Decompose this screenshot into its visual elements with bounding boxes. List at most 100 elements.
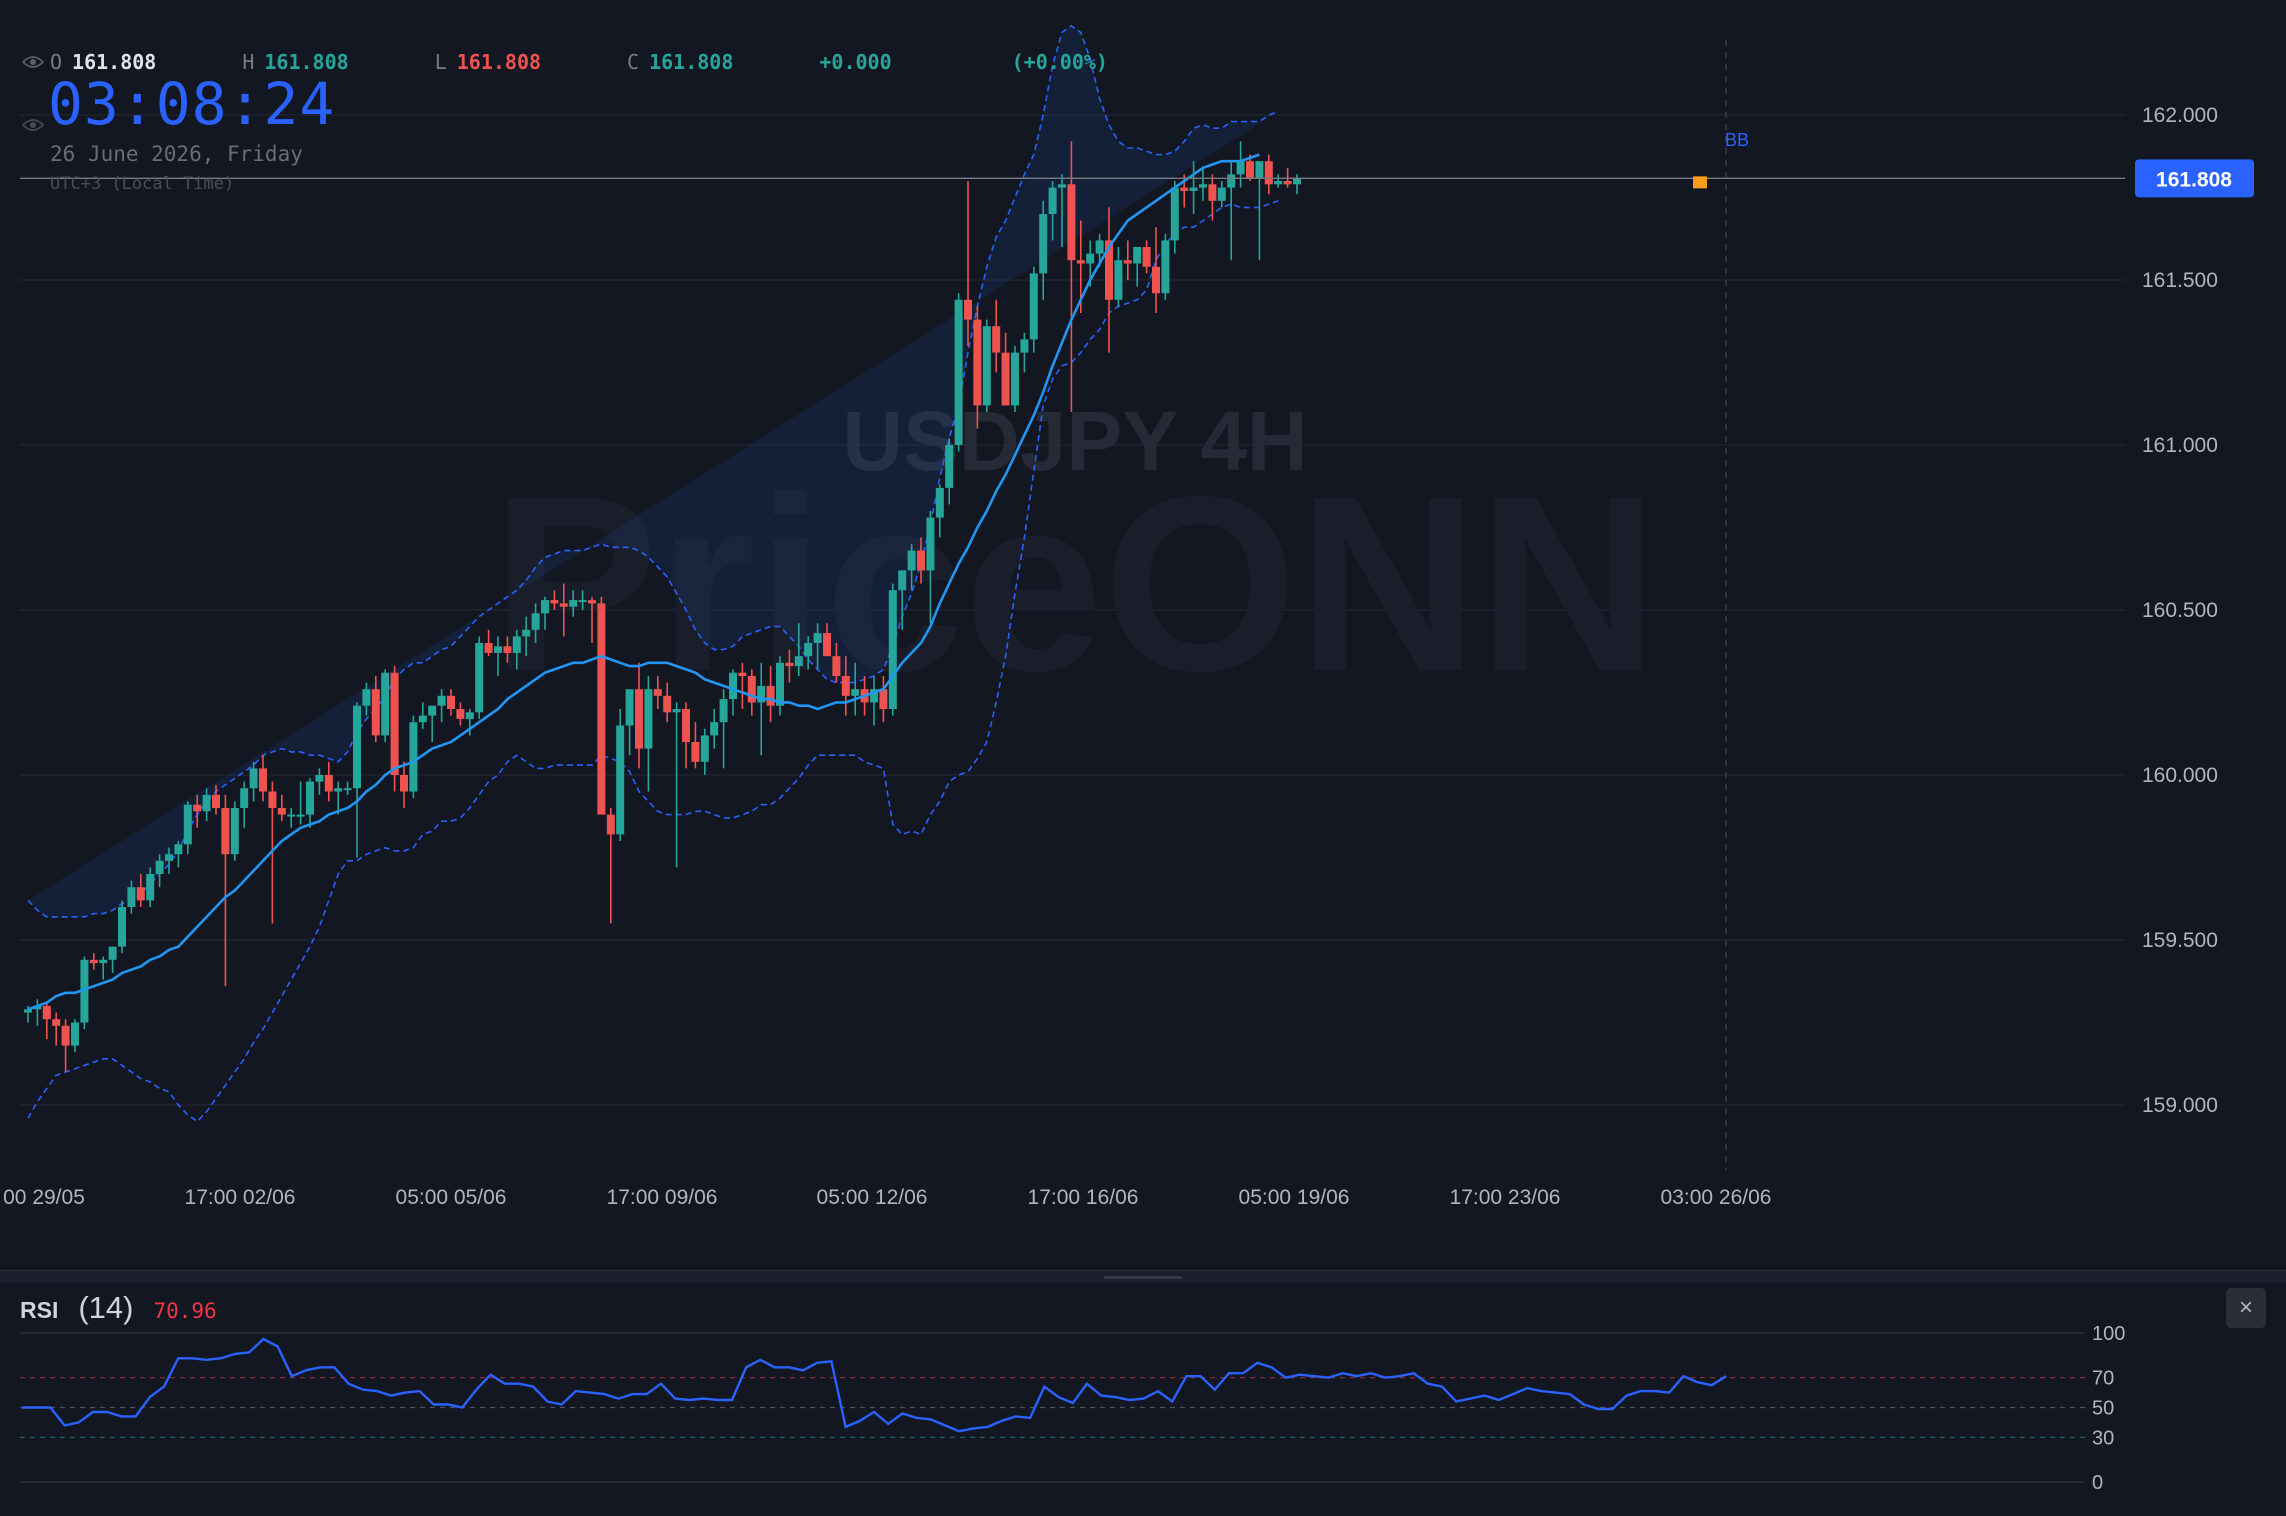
candle-body (747, 676, 756, 703)
candle-body (700, 735, 709, 762)
x-tick-label: 17:00 02/06 (185, 1186, 296, 1209)
candle-body (456, 709, 465, 719)
candle-body (522, 629, 531, 637)
candle-body (1001, 352, 1010, 406)
candle-body (550, 600, 559, 604)
candle-body (287, 814, 296, 817)
candle-body (240, 788, 249, 808)
candle-body (672, 709, 681, 713)
candle-body (879, 689, 888, 709)
candle-body (926, 517, 935, 571)
candle-body (1076, 260, 1085, 264)
rsi-chart[interactable]: 100 70 50 30 0 (0, 1282, 2286, 1516)
y-tick-label: 160.000 (2142, 764, 2218, 787)
candle-body (183, 804, 192, 845)
clock: 03:08:24 (48, 70, 336, 138)
candle-body (1264, 161, 1273, 185)
candle-body (635, 689, 643, 749)
candle-body (964, 299, 972, 320)
candle-body (362, 689, 371, 706)
candle-body (1058, 184, 1066, 188)
bollinger-middle-line (27, 153, 1260, 1011)
x-tick-label: 17:00 09/06 (607, 1186, 718, 1209)
candle-body (1274, 181, 1283, 185)
candle-body (193, 804, 202, 812)
candle-body (1086, 253, 1095, 264)
candle-body (202, 794, 211, 812)
change-value: +0.000 (819, 50, 892, 74)
price-badge (2135, 159, 2254, 198)
y-tick-label: 162.000 (2142, 104, 2218, 127)
x-tick-label: 03:00 26/06 (1661, 1186, 1772, 1209)
rsi-line (22, 1337, 1727, 1433)
open-label: O (50, 50, 63, 74)
eye-icon[interactable] (22, 55, 44, 69)
candle-body (306, 781, 314, 815)
candle-body (1152, 266, 1160, 294)
bollinger-upper-line (27, 24, 1279, 918)
candle-body (935, 487, 944, 518)
candle-body (24, 1009, 32, 1013)
candle-body (907, 550, 916, 571)
candle-body (794, 656, 803, 667)
candle-body (1255, 161, 1264, 178)
candle-body (813, 633, 822, 643)
y-tick-label: 161.000 (2142, 434, 2218, 457)
candle-body (982, 326, 991, 406)
candle-body (1029, 273, 1038, 340)
candle-body (259, 768, 267, 792)
candle-body (653, 689, 662, 696)
candle-body (682, 709, 690, 742)
candle-body (465, 712, 474, 719)
candle-body (851, 689, 860, 696)
candle-body (1189, 187, 1198, 191)
candle-body (353, 705, 361, 789)
candle-body (578, 600, 587, 603)
ohlc-legend: O 161.808 H 161.808 L 161.808 C 161.808 … (22, 50, 1194, 74)
rsi-tick-label: 50 (2092, 1398, 2114, 1420)
close-button[interactable]: × (2226, 1288, 2266, 1328)
candle-body (766, 685, 775, 706)
candle-body (616, 725, 625, 835)
candle-body (324, 775, 333, 792)
y-tick-label: 161.500 (2142, 269, 2218, 292)
bollinger-band-fill (28, 25, 1279, 917)
candle-body (1011, 352, 1019, 406)
low-label: L (434, 50, 447, 74)
candle-body (447, 695, 455, 709)
candle-body (484, 643, 493, 653)
candle-body (870, 689, 878, 703)
candle-body (1227, 174, 1236, 188)
candle-body (1123, 260, 1132, 264)
x-tick-label: 17:00 16/06 (1028, 1186, 1139, 1209)
candle-body (738, 672, 747, 676)
candle-body (917, 550, 925, 571)
change-percent: (+0.00%) (1011, 50, 1108, 74)
close-value: 161.808 (649, 50, 734, 74)
candle-body (1246, 161, 1254, 178)
candle-body (512, 636, 521, 653)
price-badge-label: 161.808 (2156, 168, 2232, 191)
pane-resize-handle[interactable] (0, 1270, 2286, 1283)
candle-body (381, 672, 390, 736)
x-tick-label: 05:00 05/06 (396, 1186, 507, 1209)
candle-body (606, 814, 615, 835)
candle-body (823, 633, 831, 657)
open-value: 161.808 (72, 50, 157, 74)
candle-body (1236, 161, 1245, 175)
candle-body (71, 1022, 79, 1046)
candle-body (1170, 187, 1179, 241)
high-value: 161.808 (264, 50, 349, 74)
candle-body (1095, 240, 1104, 254)
date-label: 26 June 2026, Friday (50, 142, 303, 166)
eye-icon[interactable] (22, 118, 44, 132)
rsi-param: (14) (78, 1290, 134, 1325)
candle-body (315, 775, 324, 782)
candle-body (334, 788, 343, 792)
x-tick-label: 17:00 23/06 (1450, 1186, 1561, 1209)
candle-body (127, 887, 136, 907)
rsi-legend: RSI (14) 70.96 (20, 1290, 217, 1326)
candle-body (804, 643, 813, 657)
candle-body (118, 907, 126, 947)
